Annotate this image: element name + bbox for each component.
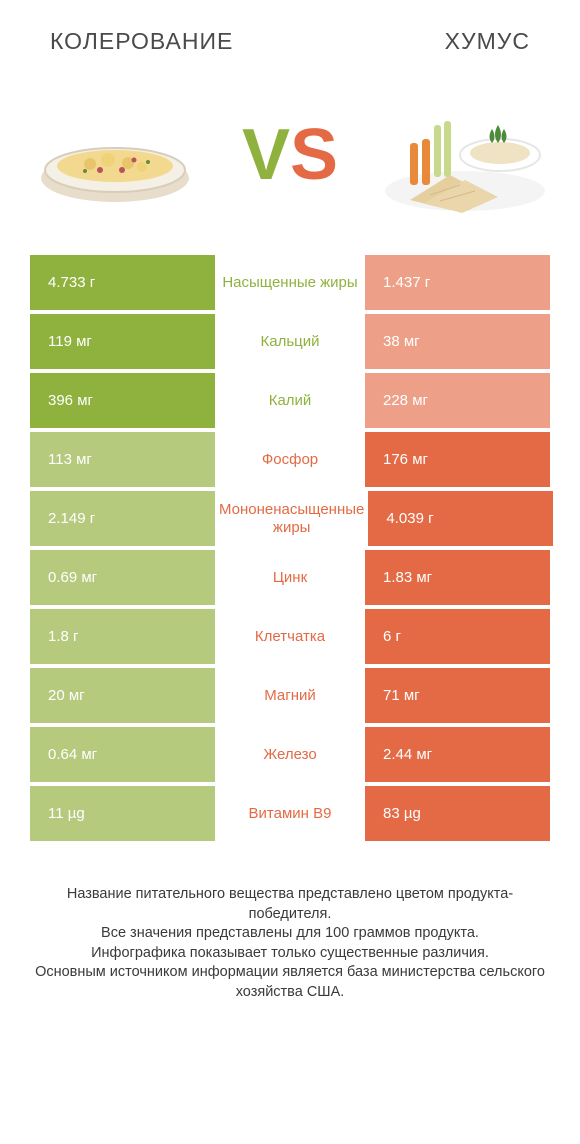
value-left: 0.64 мг: [30, 727, 215, 782]
header: КОЛЕРОВАНИЕ ХУМУС: [0, 0, 580, 65]
value-right: 1.437 г: [365, 255, 550, 310]
hero: VS: [0, 65, 580, 255]
table-row: 0.64 мгЖелезо2.44 мг: [30, 727, 550, 782]
value-right: 83 µg: [365, 786, 550, 841]
table-row: 4.733 гНасыщенные жиры1.437 г: [30, 255, 550, 310]
value-left: 113 мг: [30, 432, 215, 487]
nutrient-label: Витамин B9: [215, 786, 365, 841]
table-row: 119 мгКальций38 мг: [30, 314, 550, 369]
value-right: 1.83 мг: [365, 550, 550, 605]
footnote: Название питательного вещества представл…: [0, 845, 580, 1002]
nutrient-label: Фосфор: [215, 432, 365, 487]
table-row: 113 мгФосфор176 мг: [30, 432, 550, 487]
vs-s: S: [290, 115, 338, 195]
table-row: 0.69 мгЦинк1.83 мг: [30, 550, 550, 605]
title-right: ХУМУС: [445, 28, 530, 55]
value-right: 176 мг: [365, 432, 550, 487]
food-image-left: [30, 95, 200, 215]
value-left: 119 мг: [30, 314, 215, 369]
title-left: КОЛЕРОВАНИЕ: [50, 28, 233, 55]
nutrient-label: Мононенасыщенные жиры: [215, 491, 368, 546]
nutrient-label: Клетчатка: [215, 609, 365, 664]
value-right: 228 мг: [365, 373, 550, 428]
value-left: 2.149 г: [30, 491, 215, 546]
nutrient-label: Магний: [215, 668, 365, 723]
value-right: 6 г: [365, 609, 550, 664]
value-left: 11 µg: [30, 786, 215, 841]
nutrient-label: Цинк: [215, 550, 365, 605]
value-left: 1.8 г: [30, 609, 215, 664]
comparison-table: 4.733 гНасыщенные жиры1.437 г119 мгКальц…: [0, 255, 580, 841]
table-row: 20 мгМагний71 мг: [30, 668, 550, 723]
vs-label: VS: [242, 119, 338, 191]
value-right: 4.039 г: [368, 491, 553, 546]
table-row: 2.149 гМононенасыщенные жиры4.039 г: [30, 491, 550, 546]
nutrient-label: Железо: [215, 727, 365, 782]
table-row: 1.8 гКлетчатка6 г: [30, 609, 550, 664]
value-right: 2.44 мг: [365, 727, 550, 782]
nutrient-label: Насыщенные жиры: [215, 255, 365, 310]
value-left: 4.733 г: [30, 255, 215, 310]
table-row: 11 µgВитамин B983 µg: [30, 786, 550, 841]
vs-v: V: [242, 115, 290, 195]
value-right: 38 мг: [365, 314, 550, 369]
value-left: 0.69 мг: [30, 550, 215, 605]
value-right: 71 мг: [365, 668, 550, 723]
value-left: 20 мг: [30, 668, 215, 723]
value-left: 396 мг: [30, 373, 215, 428]
nutrient-label: Калий: [215, 373, 365, 428]
table-row: 396 мгКалий228 мг: [30, 373, 550, 428]
food-image-right: [380, 95, 550, 215]
nutrient-label: Кальций: [215, 314, 365, 369]
